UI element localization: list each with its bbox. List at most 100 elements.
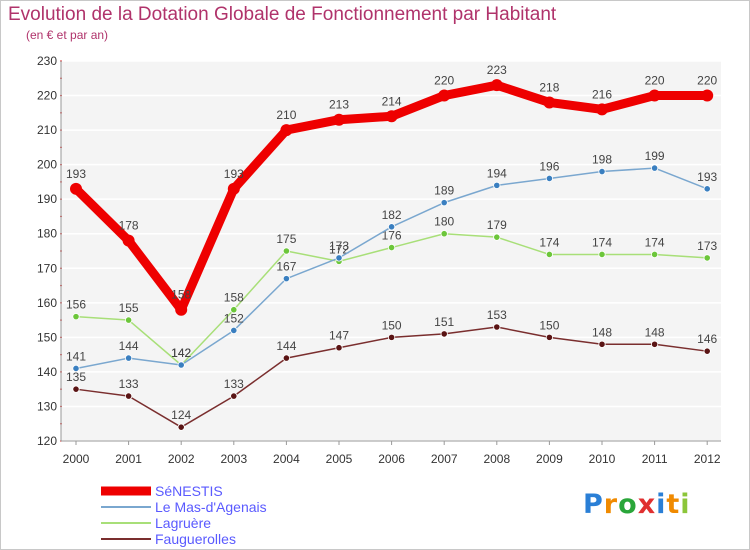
data-label: 198 <box>592 153 612 167</box>
data-label: 178 <box>119 219 139 233</box>
data-label: 156 <box>66 298 86 312</box>
data-point <box>493 233 501 241</box>
data-label: 155 <box>119 301 139 315</box>
data-point <box>125 316 133 324</box>
data-label: 173 <box>329 239 349 253</box>
data-point <box>72 385 80 393</box>
logo-letter: r <box>603 489 619 520</box>
data-label: 193 <box>66 167 86 181</box>
data-label: 158 <box>224 291 244 305</box>
data-label: 142 <box>171 346 191 360</box>
data-label: 148 <box>592 325 612 339</box>
data-label: 167 <box>276 260 296 274</box>
x-tick-label-2005: 2005 <box>326 452 353 466</box>
x-tick-label-2000: 2000 <box>63 452 90 466</box>
data-point <box>598 250 606 259</box>
data-point <box>545 333 554 341</box>
data-label: 144 <box>276 339 296 353</box>
logo-letter: x <box>637 489 657 520</box>
legend-label: SéNESTIS <box>155 483 223 499</box>
data-label: 214 <box>382 94 402 108</box>
data-label: 141 <box>66 349 86 363</box>
data-point <box>333 113 345 126</box>
logo-letter: t <box>666 489 681 520</box>
x-tick-label-2011: 2011 <box>642 452 668 466</box>
data-point <box>230 392 238 400</box>
data-point <box>493 181 501 189</box>
data-point <box>648 89 661 102</box>
data-point <box>650 250 659 259</box>
x-tick-label-2009: 2009 <box>536 452 563 466</box>
data-point <box>490 79 503 92</box>
data-point <box>335 344 343 352</box>
data-label: 180 <box>434 215 454 229</box>
data-point <box>440 230 448 238</box>
y-tick-label-130: 130 <box>37 399 57 413</box>
data-point <box>282 275 290 283</box>
data-point <box>493 323 501 331</box>
data-point <box>175 303 188 316</box>
y-tick-label-220: 220 <box>37 89 57 103</box>
data-point <box>125 354 133 362</box>
data-point <box>282 354 290 362</box>
data-label: 176 <box>382 229 402 243</box>
logo-letter: i <box>680 489 691 520</box>
y-tick-label-160: 160 <box>37 296 57 310</box>
x-tick-label-2010: 2010 <box>589 452 616 466</box>
legend-item-1: Le Mas-d'Agenais <box>101 499 267 515</box>
data-label: 135 <box>66 370 86 384</box>
y-tick-label-120: 120 <box>37 434 57 448</box>
data-label: 174 <box>592 235 612 249</box>
data-label: 173 <box>697 239 717 253</box>
x-tick-label-2008: 2008 <box>483 452 510 466</box>
x-tick-label-2012: 2012 <box>694 452 721 466</box>
data-point <box>280 124 293 137</box>
data-label: 218 <box>539 80 559 94</box>
y-tick-label-190: 190 <box>37 192 57 206</box>
y-tick-label-180: 180 <box>37 227 57 241</box>
x-tick-label-2007: 2007 <box>431 452 458 466</box>
data-label: 189 <box>434 184 454 198</box>
data-label: 220 <box>434 74 454 88</box>
data-point <box>125 392 133 400</box>
y-tick-label-150: 150 <box>37 330 57 344</box>
data-point <box>230 306 238 314</box>
logo-letter: P <box>583 489 604 520</box>
data-label: 220 <box>645 74 665 88</box>
data-point <box>72 313 80 321</box>
proxiti-logo: Proxiti <box>583 489 691 520</box>
data-point <box>122 234 135 247</box>
data-point <box>177 361 185 369</box>
data-label: 150 <box>539 318 559 332</box>
data-label: 196 <box>539 159 559 173</box>
data-point <box>703 185 711 193</box>
data-point <box>438 89 451 102</box>
data-label: 216 <box>592 87 612 101</box>
data-point <box>545 174 554 183</box>
data-label: 133 <box>119 377 139 391</box>
data-point <box>650 164 659 172</box>
data-label: 223 <box>487 63 507 77</box>
data-label: 133 <box>224 377 244 391</box>
data-point <box>385 110 398 123</box>
data-label: 210 <box>276 108 296 122</box>
data-point <box>230 326 238 335</box>
data-label: 148 <box>645 325 665 339</box>
data-label: 146 <box>697 332 717 346</box>
data-point <box>440 330 448 338</box>
y-tick-label-140: 140 <box>37 365 57 379</box>
data-point <box>703 347 711 355</box>
data-label: 213 <box>329 98 349 112</box>
series-1: 141 144 142 152 167 173 182 189 194 196 198 199 193 <box>66 149 718 373</box>
series-2: 156 155 142 158 175 172 176 180 179 174 174 174 173 <box>66 215 718 369</box>
data-point <box>598 167 606 176</box>
y-tick-label-200: 200 <box>37 158 57 172</box>
data-point <box>387 243 396 252</box>
data-point <box>543 96 556 109</box>
data-label: 142 <box>171 346 191 360</box>
data-point <box>227 182 240 195</box>
data-label: 174 <box>645 235 665 249</box>
data-point <box>650 340 659 348</box>
x-tick-label-2003: 2003 <box>220 452 247 466</box>
